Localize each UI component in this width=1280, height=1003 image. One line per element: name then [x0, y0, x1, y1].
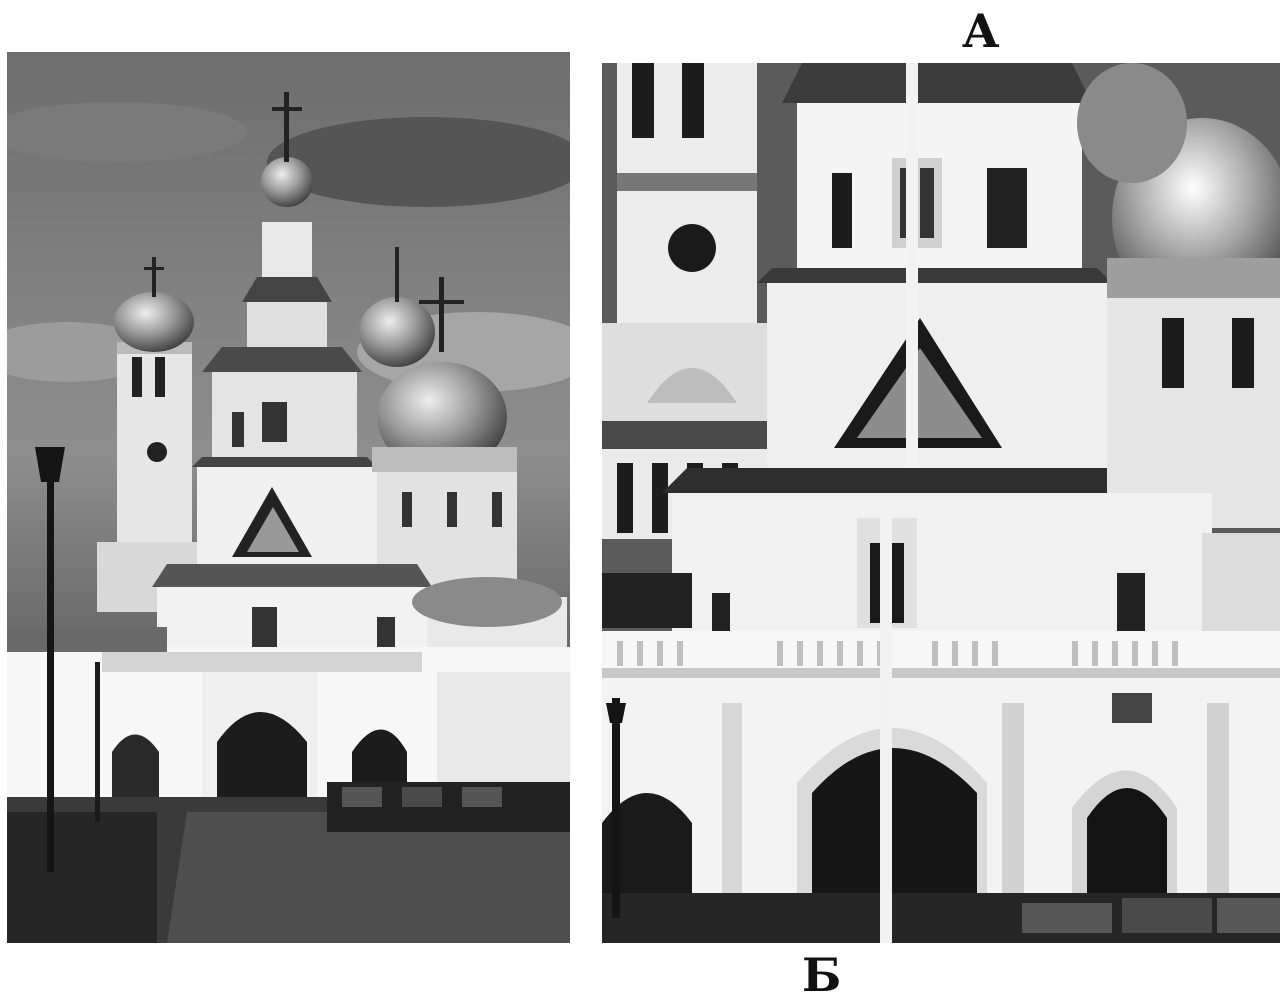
marker-a-label: А	[962, 4, 1000, 58]
photo-right-detail-view	[602, 63, 1280, 943]
cut-line-lower	[880, 500, 892, 943]
cut-line-upper	[906, 63, 918, 468]
photo-right-drawing	[602, 63, 1280, 943]
photo-left-full-view	[7, 52, 570, 943]
marker-b-label: Б	[802, 948, 842, 1002]
photo-left-drawing	[7, 52, 570, 943]
